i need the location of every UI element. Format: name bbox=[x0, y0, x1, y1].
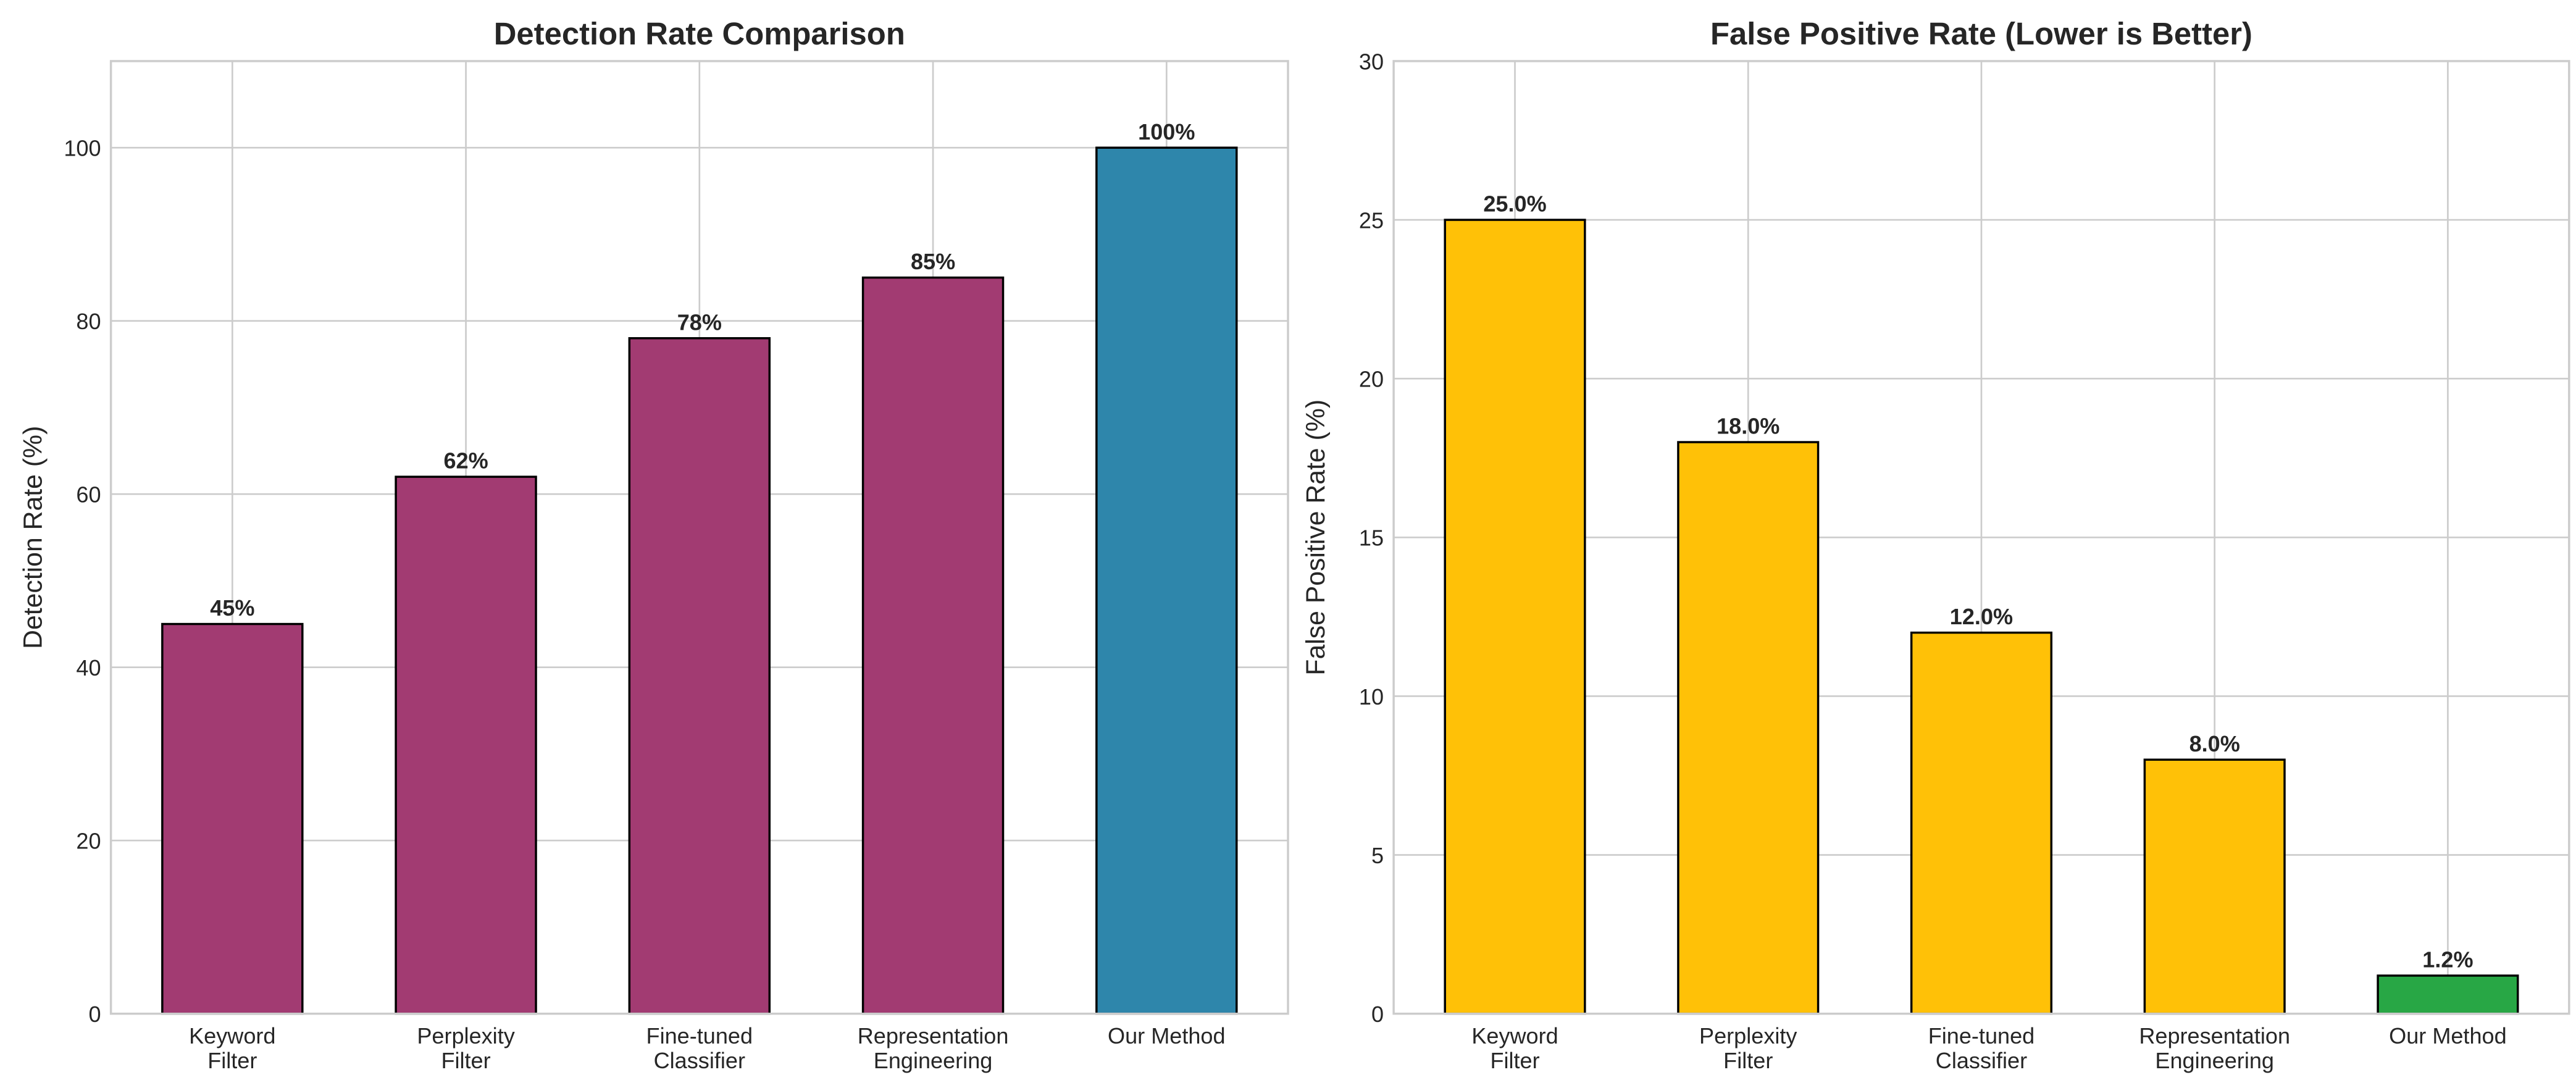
x-tick-label-line: Filter bbox=[441, 1048, 490, 1073]
x-tick-label-line: Engineering bbox=[2155, 1048, 2274, 1073]
x-tick-label-line: Our Method bbox=[2389, 1023, 2507, 1048]
x-tick-label-line: Classifier bbox=[654, 1048, 745, 1073]
chart-title: Detection Rate Comparison bbox=[494, 16, 905, 51]
data-label: 45% bbox=[210, 595, 254, 621]
x-tick-label-line: Fine-tuned bbox=[1928, 1023, 2034, 1048]
x-tick-label: Perplexity Filter bbox=[417, 1023, 514, 1073]
bar bbox=[1095, 146, 1238, 1015]
x-tick-label-line: Keyword bbox=[1471, 1023, 1558, 1048]
data-label: 12.0% bbox=[1950, 604, 2013, 629]
bar bbox=[2377, 974, 2519, 1015]
bar bbox=[1910, 631, 2053, 1015]
x-tick-label-line: Perplexity bbox=[1699, 1023, 1797, 1048]
x-tick-label-line: Filter bbox=[1490, 1048, 1539, 1073]
data-label: 62% bbox=[443, 448, 488, 474]
x-tick-label: Fine-tuned Classifier bbox=[646, 1023, 753, 1073]
x-tick-label: Representation Engineering bbox=[2139, 1023, 2290, 1073]
data-label: 1.2% bbox=[2422, 947, 2473, 973]
x-tick-label-line: Classifier bbox=[1936, 1048, 2027, 1073]
data-label: 85% bbox=[911, 249, 955, 274]
x-tick-label-line: Filter bbox=[1723, 1048, 1773, 1073]
x-tick-label-line: Our Method bbox=[1108, 1023, 1226, 1048]
axes-frame bbox=[109, 60, 1289, 1015]
y-tick-label: 100 bbox=[64, 136, 101, 161]
axes-frame bbox=[1392, 60, 2570, 1015]
y-tick-label: 30 bbox=[1359, 49, 1384, 74]
y-tick-label: 25 bbox=[1359, 207, 1384, 233]
y-tick-label: 15 bbox=[1359, 525, 1384, 551]
bar bbox=[395, 475, 537, 1015]
data-label: 8.0% bbox=[2189, 731, 2240, 756]
y-tick-label: 80 bbox=[76, 309, 101, 334]
chart-title: False Positive Rate (Lower is Better) bbox=[1710, 16, 2252, 51]
data-label: 25.0% bbox=[1483, 191, 1546, 217]
bar bbox=[861, 276, 1005, 1015]
bar bbox=[1444, 219, 1586, 1015]
y-tick-label: 40 bbox=[76, 655, 101, 680]
data-label: 100% bbox=[1138, 119, 1195, 144]
x-tick-label-line: Engineering bbox=[874, 1048, 993, 1073]
bar bbox=[2143, 758, 2286, 1015]
bar bbox=[1677, 441, 1820, 1015]
y-tick-label: 20 bbox=[1359, 367, 1384, 392]
x-tick-label-line: Keyword bbox=[189, 1023, 275, 1048]
data-label: 78% bbox=[677, 309, 722, 335]
y-tick-label: 60 bbox=[76, 482, 101, 508]
bar bbox=[628, 337, 771, 1015]
x-tick-label: Keyword Filter bbox=[1471, 1023, 1558, 1073]
x-tick-label-line: Filter bbox=[207, 1048, 257, 1073]
x-tick-label: Representation Engineering bbox=[858, 1023, 1009, 1073]
x-tick-label-line: Representation bbox=[2139, 1023, 2290, 1048]
x-tick-label: Our Method bbox=[2389, 1023, 2507, 1048]
y-tick-label: 20 bbox=[76, 829, 101, 854]
x-tick-label-line: Representation bbox=[858, 1023, 1009, 1048]
y-tick-label: 0 bbox=[1371, 1002, 1384, 1027]
x-tick-label: Fine-tuned Classifier bbox=[1928, 1023, 2034, 1073]
x-tick-label: Keyword Filter bbox=[189, 1023, 275, 1073]
x-tick-label: Perplexity Filter bbox=[1699, 1023, 1797, 1073]
x-tick-label-line: Fine-tuned bbox=[646, 1023, 753, 1048]
data-label: 18.0% bbox=[1717, 414, 1779, 439]
x-tick-label: Our Method bbox=[1108, 1023, 1226, 1048]
bar bbox=[161, 622, 304, 1015]
y-tick-label: 10 bbox=[1359, 684, 1384, 709]
x-tick-label-line: Perplexity bbox=[417, 1023, 514, 1048]
y-axis-label: Detection Rate (%) bbox=[18, 426, 48, 649]
y-tick-label: 0 bbox=[88, 1002, 101, 1027]
y-tick-label: 5 bbox=[1371, 843, 1384, 868]
y-axis-label: False Positive Rate (%) bbox=[1301, 400, 1331, 676]
